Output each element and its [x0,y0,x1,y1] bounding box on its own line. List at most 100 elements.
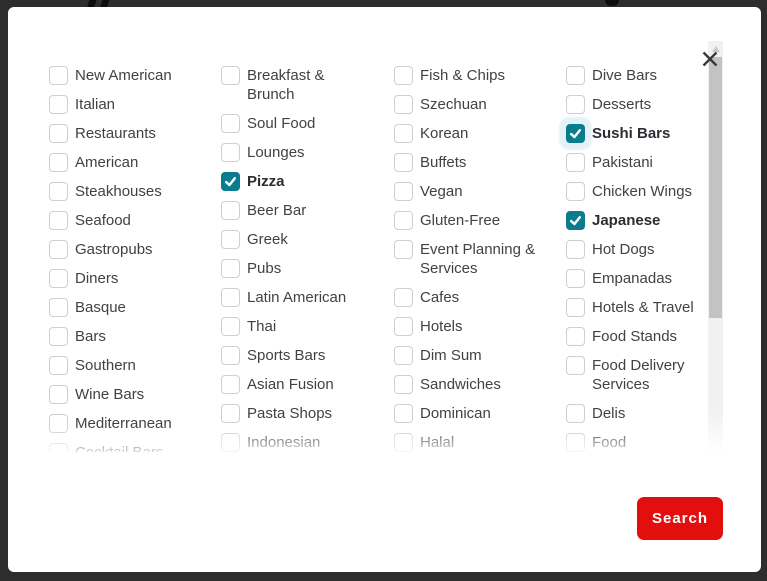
checkbox-unchecked-icon[interactable] [566,182,585,201]
checkbox-unchecked-icon[interactable] [566,327,585,346]
category-checkbox-row[interactable]: Vegan [394,182,554,201]
category-checkbox-row[interactable]: Restaurants [49,124,209,143]
category-checkbox-row[interactable]: Gastropubs [49,240,209,259]
category-checkbox-row[interactable]: Japanese [566,211,726,230]
category-checkbox-row[interactable]: Asian Fusion [221,375,381,394]
checkbox-unchecked-icon[interactable] [566,240,585,259]
checkbox-unchecked-icon[interactable] [49,269,68,288]
close-button[interactable] [699,48,721,70]
checkbox-unchecked-icon[interactable] [49,124,68,143]
category-checkbox-row[interactable]: Chicken Wings [566,182,726,201]
checkbox-unchecked-icon[interactable] [566,404,585,423]
checkbox-unchecked-icon[interactable] [394,404,413,423]
category-checkbox-row[interactable]: Latin American [221,288,381,307]
category-checkbox-row[interactable]: Greek [221,230,381,249]
category-checkbox-row[interactable]: American [49,153,209,172]
checkbox-checked-icon[interactable] [221,172,240,191]
category-checkbox-row[interactable]: Food [566,433,726,452]
checkbox-unchecked-icon[interactable] [221,114,240,133]
checkbox-unchecked-icon[interactable] [221,404,240,423]
category-checkbox-row[interactable]: Delis [566,404,726,423]
checkbox-unchecked-icon[interactable] [394,433,413,452]
category-checkbox-row[interactable]: Pasta Shops [221,404,381,423]
checkbox-unchecked-icon[interactable] [394,211,413,230]
category-checkbox-row[interactable]: Sports Bars [221,346,381,365]
scrollbar-up-arrow[interactable] [712,46,720,52]
checkbox-unchecked-icon[interactable] [49,66,68,85]
checkbox-unchecked-icon[interactable] [394,153,413,172]
category-checkbox-row[interactable]: Hot Dogs [566,240,726,259]
checkbox-unchecked-icon[interactable] [566,95,585,114]
checkbox-unchecked-icon[interactable] [49,327,68,346]
category-checkbox-row[interactable]: Korean [394,124,554,143]
category-checkbox-row[interactable]: Event Planning & Services [394,240,554,278]
checkbox-unchecked-icon[interactable] [394,317,413,336]
checkbox-unchecked-icon[interactable] [566,298,585,317]
category-checkbox-row[interactable]: Empanadas [566,269,726,288]
checkbox-unchecked-icon[interactable] [394,375,413,394]
category-checkbox-row[interactable]: Basque [49,298,209,317]
category-checkbox-row[interactable]: Dominican [394,404,554,423]
category-checkbox-row[interactable]: Food Stands [566,327,726,346]
checkbox-unchecked-icon[interactable] [221,317,240,336]
checkbox-unchecked-icon[interactable] [49,414,68,433]
checkbox-unchecked-icon[interactable] [394,95,413,114]
category-checkbox-row[interactable]: Southern [49,356,209,375]
checkbox-unchecked-icon[interactable] [49,385,68,404]
category-checkbox-row[interactable]: Soul Food [221,114,381,133]
checkbox-unchecked-icon[interactable] [566,269,585,288]
checkbox-unchecked-icon[interactable] [221,66,240,85]
checkbox-unchecked-icon[interactable] [394,182,413,201]
checkbox-unchecked-icon[interactable] [221,201,240,220]
category-checkbox-row[interactable]: Buffets [394,153,554,172]
category-checkbox-row[interactable]: Gluten-Free [394,211,554,230]
category-checkbox-row[interactable]: Szechuan [394,95,554,114]
checkbox-unchecked-icon[interactable] [221,433,240,452]
category-checkbox-row[interactable]: Food Delivery Services [566,356,726,394]
category-checkbox-row[interactable]: Dive Bars [566,66,726,85]
category-checkbox-row[interactable]: Seafood [49,211,209,230]
category-checkbox-row[interactable]: Cocktail Bars [49,443,209,452]
category-checkbox-row[interactable]: Mediterranean [49,414,209,433]
category-checkbox-row[interactable]: Hotels [394,317,554,336]
category-checkbox-row[interactable]: Cafes [394,288,554,307]
category-checkbox-row[interactable]: Beer Bar [221,201,381,220]
category-checkbox-row[interactable]: Diners [49,269,209,288]
category-checkbox-row[interactable]: Hotels & Travel [566,298,726,317]
checkbox-unchecked-icon[interactable] [49,298,68,317]
checkbox-unchecked-icon[interactable] [221,259,240,278]
category-checkbox-row[interactable]: Bars [49,327,209,346]
category-checkbox-row[interactable]: Fish & Chips [394,66,554,85]
category-checkbox-row[interactable]: Indonesian [221,433,381,452]
checkbox-unchecked-icon[interactable] [49,356,68,375]
category-checkbox-row[interactable]: Pubs [221,259,381,278]
checkbox-unchecked-icon[interactable] [49,443,68,452]
checkbox-unchecked-icon[interactable] [221,375,240,394]
category-checkbox-row[interactable]: Lounges [221,143,381,162]
category-checkbox-row[interactable]: Pakistani [566,153,726,172]
checkbox-unchecked-icon[interactable] [221,346,240,365]
checkbox-unchecked-icon[interactable] [221,288,240,307]
checkbox-unchecked-icon[interactable] [394,288,413,307]
category-checkbox-row[interactable]: Italian [49,95,209,114]
checkbox-unchecked-icon[interactable] [566,66,585,85]
checkbox-unchecked-icon[interactable] [221,230,240,249]
category-checkbox-row[interactable]: Thai [221,317,381,336]
checkbox-checked-icon[interactable] [566,124,585,143]
checkbox-unchecked-icon[interactable] [49,153,68,172]
checkbox-unchecked-icon[interactable] [394,240,413,259]
category-checkbox-row[interactable]: New American [49,66,209,85]
category-checkbox-row[interactable]: Sushi Bars [566,124,726,143]
category-checkbox-row[interactable]: Breakfast & Brunch [221,66,381,104]
category-checkbox-row[interactable]: Dim Sum [394,346,554,365]
category-checkbox-row[interactable]: Steakhouses [49,182,209,201]
checkbox-unchecked-icon[interactable] [566,153,585,172]
checkbox-unchecked-icon[interactable] [566,433,585,452]
checkbox-checked-icon[interactable] [566,211,585,230]
checkbox-unchecked-icon[interactable] [49,240,68,259]
category-checkbox-row[interactable]: Sandwiches [394,375,554,394]
scrollbar-thumb[interactable] [709,57,722,318]
checkbox-unchecked-icon[interactable] [49,95,68,114]
checkbox-unchecked-icon[interactable] [221,143,240,162]
category-checkbox-row[interactable]: Desserts [566,95,726,114]
